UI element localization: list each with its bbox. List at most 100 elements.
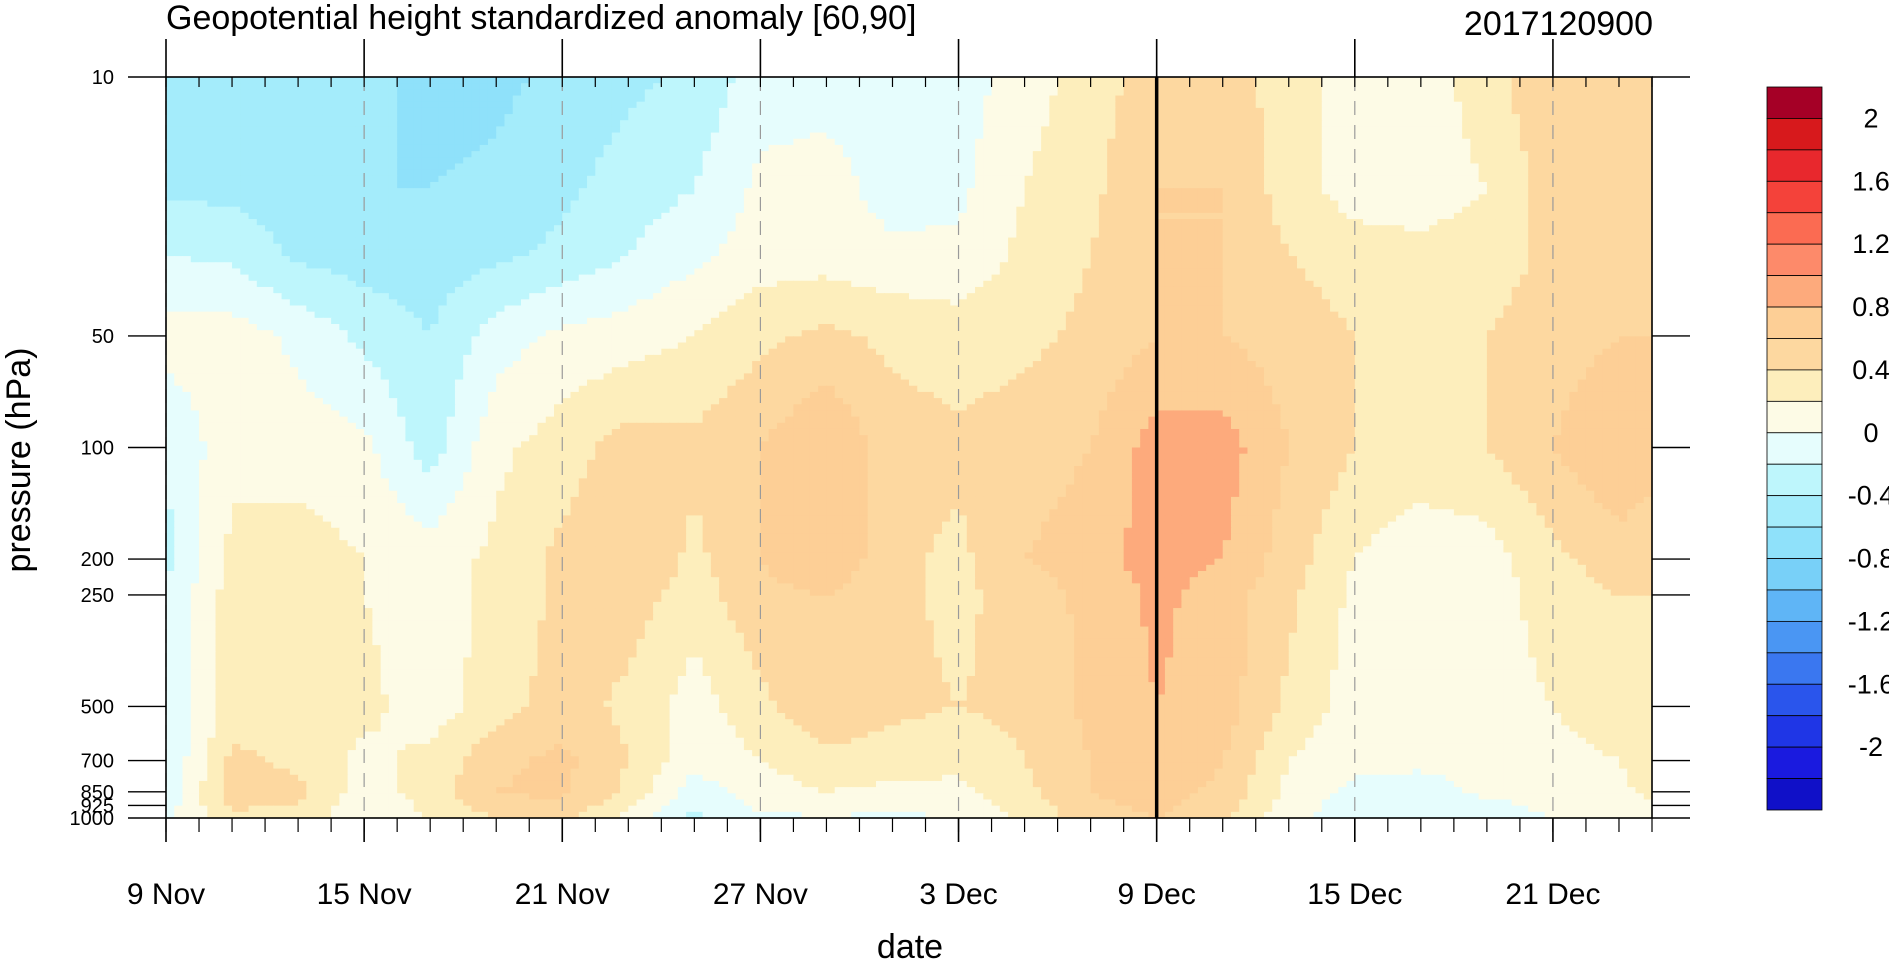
contour-cell [859,139,868,146]
contour-cell [785,83,794,90]
contour-cell [232,201,241,208]
contour-cell [1132,114,1141,121]
contour-cell [430,170,439,177]
contour-cell [612,96,621,103]
contour-cell [686,102,695,109]
contour-cell [356,176,365,183]
contour-cell [1536,188,1545,195]
contour-cell [174,108,183,115]
contour-cell [595,96,604,103]
contour-cell [1074,182,1083,189]
contour-cell [339,83,348,90]
contour-cell [1239,163,1248,170]
contour-cell [447,83,456,90]
contour-cell [892,163,901,170]
contour-cell [645,188,654,195]
contour-cell [1099,157,1108,164]
contour-cell [959,89,968,96]
contour-cell [1206,120,1215,127]
contour-cell [166,133,175,140]
contour-cell [1627,163,1636,170]
contour-cell [1165,163,1174,170]
contour-cell [1586,89,1595,96]
contour-cell [1223,126,1232,133]
contour-cell [381,201,390,208]
contour-cell [273,163,282,170]
contour-cell [1016,145,1025,152]
contour-cell [183,176,192,183]
contour-cell [1330,188,1339,195]
contour-cell [257,188,266,195]
contour-cell [455,133,464,140]
contour-cell [447,126,456,133]
contour-cell [587,77,596,84]
contour-cell [1421,139,1430,146]
contour-cell [959,182,968,189]
contour-cell [802,145,811,152]
contour-cell [1520,108,1529,115]
contour-cell [1198,188,1207,195]
contour-cell [769,151,778,158]
contour-cell [249,182,258,189]
contour-cell [364,77,373,84]
contour-cell [818,176,827,183]
contour-cell [612,176,621,183]
contour-cell [1429,194,1438,201]
contour-cell [207,145,216,152]
contour-cell [917,182,926,189]
contour-cell [727,182,736,189]
contour-cell [397,145,406,152]
contour-cell [538,102,547,109]
contour-cell [645,151,654,158]
contour-cell [496,139,505,146]
contour-cell [339,102,348,109]
contour-cell [851,120,860,127]
contour-cell [818,96,827,103]
contour-cell [298,89,307,96]
contour-cell [315,188,324,195]
contour-cell [703,170,712,177]
contour-cell [323,120,332,127]
contour-cell [909,145,918,152]
contour-cell [843,96,852,103]
contour-cell [571,133,580,140]
contour-cell [1437,182,1446,189]
contour-cell [1115,89,1124,96]
contour-cell [719,108,728,115]
contour-cell [1470,182,1479,189]
contour-cell [637,188,646,195]
contour-cell [513,83,522,90]
contour-cell [521,139,530,146]
contour-cell [372,139,381,146]
contour-cell [892,176,901,183]
contour-cell [884,194,893,201]
contour-cell [513,133,522,140]
contour-cell [480,120,489,127]
contour-cell [1347,176,1356,183]
contour-cell [1272,114,1281,121]
contour-cell [901,176,910,183]
contour-cell [1223,151,1232,158]
contour-cell [678,182,687,189]
contour-cell [1602,188,1611,195]
contour-cell [670,145,679,152]
contour-cell [1635,157,1644,164]
contour-cell [1545,114,1554,121]
contour-cell [339,133,348,140]
contour-cell [480,126,489,133]
contour-cell [793,96,802,103]
contour-cell [1338,163,1347,170]
contour-cell [290,139,299,146]
contour-cell [926,145,935,152]
contour-cell [356,157,365,164]
contour-cell [810,163,819,170]
contour-cell [571,201,580,208]
contour-cell [727,194,736,201]
contour-cell [546,188,555,195]
contour-cell [1446,188,1455,195]
contour-cell [579,182,588,189]
contour-cell [1602,194,1611,201]
contour-cell [686,170,695,177]
contour-cell [174,145,183,152]
contour-cell [1305,182,1314,189]
